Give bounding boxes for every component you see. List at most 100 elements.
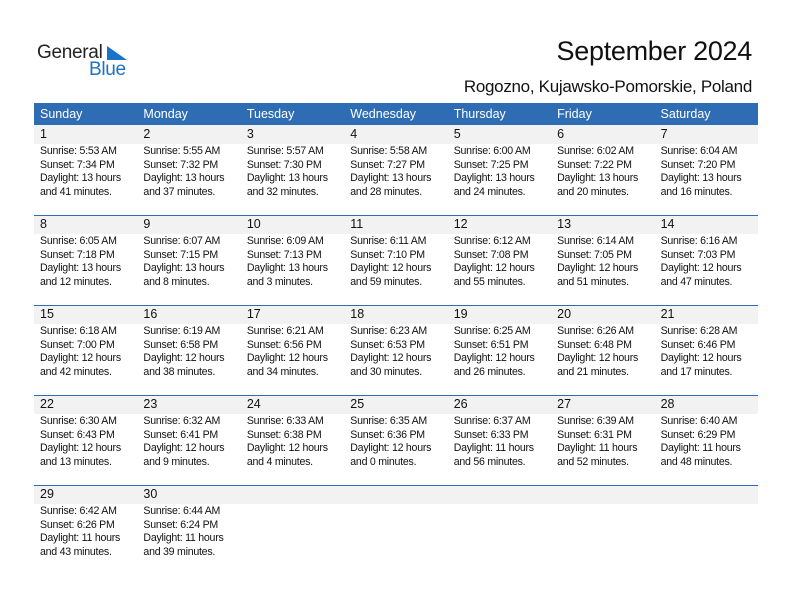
sunrise-text: Sunrise: 6:44 AM bbox=[143, 505, 221, 517]
sunrise-text: Sunrise: 6:09 AM bbox=[246, 235, 324, 247]
day-number: 18 bbox=[350, 307, 365, 321]
day-number-band bbox=[34, 125, 758, 144]
sunset-text: Sunset: 6:41 PM bbox=[143, 428, 218, 441]
daylight-minutes-text: and 17 minutes. bbox=[660, 365, 733, 378]
daylight-text: Daylight: 11 hours bbox=[40, 532, 121, 544]
daylight-minutes-text: and 9 minutes. bbox=[143, 455, 210, 468]
daylight-text: Daylight: 13 hours bbox=[660, 172, 742, 184]
day-cell: 21 Sunrise: 6:28 AM Sunset: 6:46 PM Dayligh… bbox=[655, 305, 758, 395]
daylight-minutes-text: and 39 minutes. bbox=[143, 545, 216, 558]
day-cell: 23 Sunrise: 6:32 AM Sunset: 6:41 PM Dayligh… bbox=[137, 395, 240, 485]
sunrise-text: Sunrise: 5:57 AM bbox=[246, 145, 324, 157]
daylight-text: Daylight: 12 hours bbox=[660, 262, 742, 274]
day-number: 6 bbox=[557, 127, 565, 141]
day-number: 8 bbox=[40, 217, 47, 231]
sunset-text: Sunset: 7:15 PM bbox=[143, 248, 218, 261]
day-cell: 17 Sunrise: 6:21 AM Sunset: 6:56 PM Dayligh… bbox=[241, 305, 344, 395]
daylight-minutes-text: and 47 minutes. bbox=[660, 275, 733, 288]
day-cell: 2 Sunrise: 5:55 AM Sunset: 7:32 PM Daylight… bbox=[137, 125, 240, 215]
week-row: 1 Sunrise: 5:53 AM Sunset: 7:34 PM Daylight… bbox=[34, 125, 758, 215]
day-number: 26 bbox=[453, 397, 468, 411]
day-number: 3 bbox=[246, 127, 254, 141]
daylight-text: Daylight: 13 hours bbox=[40, 262, 121, 274]
daylight-text: Daylight: 12 hours bbox=[40, 442, 121, 454]
daylight-minutes-text: and 8 minutes. bbox=[143, 275, 210, 288]
sunset-text: Sunset: 7:08 PM bbox=[453, 248, 529, 261]
daylight-minutes-text: and 51 minutes. bbox=[557, 275, 629, 288]
sunset-text: Sunset: 7:10 PM bbox=[350, 248, 425, 261]
sunset-text: Sunset: 7:13 PM bbox=[246, 248, 322, 261]
daylight-minutes-text: and 12 minutes. bbox=[40, 275, 112, 288]
weekday-monday: Monday bbox=[143, 107, 188, 121]
sunrise-text: Sunrise: 6:12 AM bbox=[453, 235, 531, 247]
daylight-minutes-text: and 59 minutes. bbox=[350, 275, 422, 288]
day-number: 2 bbox=[143, 127, 151, 141]
daylight-text: Daylight: 12 hours bbox=[557, 352, 639, 364]
day-number: 14 bbox=[660, 217, 675, 231]
sunset-text: Sunset: 7:00 PM bbox=[40, 338, 115, 351]
daylight-minutes-text: and 41 minutes. bbox=[40, 185, 112, 198]
weekday-sunday: Sunday bbox=[40, 107, 83, 121]
daylight-text: Daylight: 12 hours bbox=[350, 442, 432, 454]
sunrise-text: Sunrise: 6:26 AM bbox=[557, 325, 634, 337]
daylight-minutes-text: and 30 minutes. bbox=[350, 365, 422, 378]
daylight-minutes-text: and 28 minutes. bbox=[350, 185, 422, 198]
sunrise-text: Sunrise: 6:42 AM bbox=[40, 505, 117, 517]
sunrise-text: Sunrise: 6:02 AM bbox=[557, 145, 634, 157]
sunset-text: Sunset: 6:38 PM bbox=[246, 428, 322, 441]
day-number: 10 bbox=[246, 217, 261, 231]
week-row: 29 Sunrise: 6:42 AM Sunset: 6:26 PM Dayligh… bbox=[34, 485, 758, 575]
sunrise-text: Sunrise: 6:25 AM bbox=[453, 325, 531, 337]
sunset-text: Sunset: 6:43 PM bbox=[40, 428, 115, 441]
sunset-text: Sunset: 6:33 PM bbox=[453, 428, 529, 441]
day-cell: 18 Sunrise: 6:23 AM Sunset: 6:53 PM Dayligh… bbox=[344, 305, 447, 395]
page-title: September 2024 bbox=[556, 36, 753, 66]
day-cell: 24 Sunrise: 6:33 AM Sunset: 6:38 PM Dayligh… bbox=[241, 395, 344, 485]
day-number: 9 bbox=[143, 217, 151, 231]
day-cell: 13 Sunrise: 6:14 AM Sunset: 7:05 PM Dayligh… bbox=[551, 215, 654, 305]
daylight-minutes-text: and 52 minutes. bbox=[557, 455, 629, 468]
daylight-text: Daylight: 12 hours bbox=[143, 352, 225, 364]
sunrise-text: Sunrise: 6:11 AM bbox=[350, 235, 427, 247]
day-number: 23 bbox=[143, 397, 158, 411]
daylight-minutes-text: and 0 minutes. bbox=[350, 455, 417, 468]
day-cell: 14 Sunrise: 6:16 AM Sunset: 7:03 PM Dayligh… bbox=[655, 215, 758, 305]
weekday-header: Sunday Monday Tuesday Wednesday Thursday Frid… bbox=[34, 103, 758, 125]
day-number: 29 bbox=[40, 487, 54, 501]
day-number: 30 bbox=[143, 487, 158, 501]
sunrise-text: Sunrise: 6:14 AM bbox=[557, 235, 634, 247]
sunrise-text: Sunrise: 5:55 AM bbox=[143, 145, 221, 157]
daylight-minutes-text: and 55 minutes. bbox=[453, 275, 526, 288]
sunrise-text: Sunrise: 6:40 AM bbox=[660, 415, 738, 427]
sunrise-text: Sunrise: 6:00 AM bbox=[453, 145, 531, 157]
sunrise-text: Sunrise: 6:39 AM bbox=[557, 415, 634, 427]
day-cell: 1 Sunrise: 5:53 AM Sunset: 7:34 PM Daylight… bbox=[34, 125, 137, 215]
day-cell: 7 Sunrise: 6:04 AM Sunset: 7:20 PM Daylight… bbox=[655, 125, 758, 215]
day-number: 21 bbox=[660, 307, 675, 321]
daylight-text: Daylight: 12 hours bbox=[660, 352, 742, 364]
daylight-text: Daylight: 13 hours bbox=[453, 172, 535, 184]
daylight-text: Daylight: 12 hours bbox=[557, 262, 639, 274]
sunrise-text: Sunrise: 6:28 AM bbox=[660, 325, 738, 337]
sunrise-text: Sunrise: 6:21 AM bbox=[246, 325, 324, 337]
sunset-text: Sunset: 6:29 PM bbox=[660, 428, 736, 441]
day-number-band bbox=[34, 395, 758, 414]
day-cell: 3 Sunrise: 5:57 AM Sunset: 7:30 PM Daylight… bbox=[241, 125, 344, 215]
daylight-text: Daylight: 11 hours bbox=[143, 532, 224, 544]
daylight-text: Daylight: 12 hours bbox=[246, 442, 328, 454]
week-row: 8 Sunrise: 6:05 AM Sunset: 7:18 PM Daylight… bbox=[34, 215, 758, 305]
day-cell: 4 Sunrise: 5:58 AM Sunset: 7:27 PM Daylight… bbox=[344, 125, 447, 215]
weekday-wednesday: Wednesday bbox=[350, 107, 417, 121]
weekday-saturday: Saturday bbox=[660, 107, 711, 121]
logo-triangle-icon bbox=[107, 46, 127, 60]
day-cell: 25 Sunrise: 6:35 AM Sunset: 6:36 PM Dayligh… bbox=[344, 395, 447, 485]
day-number: 5 bbox=[453, 127, 461, 141]
daylight-text: Daylight: 13 hours bbox=[40, 172, 121, 184]
daylight-minutes-text: and 32 minutes. bbox=[246, 185, 319, 198]
daylight-minutes-text: and 42 minutes. bbox=[40, 365, 112, 378]
sunset-text: Sunset: 7:25 PM bbox=[453, 158, 529, 171]
daylight-minutes-text: and 37 minutes. bbox=[143, 185, 216, 198]
daylight-text: Daylight: 13 hours bbox=[143, 172, 225, 184]
daylight-minutes-text: and 24 minutes. bbox=[453, 185, 526, 198]
